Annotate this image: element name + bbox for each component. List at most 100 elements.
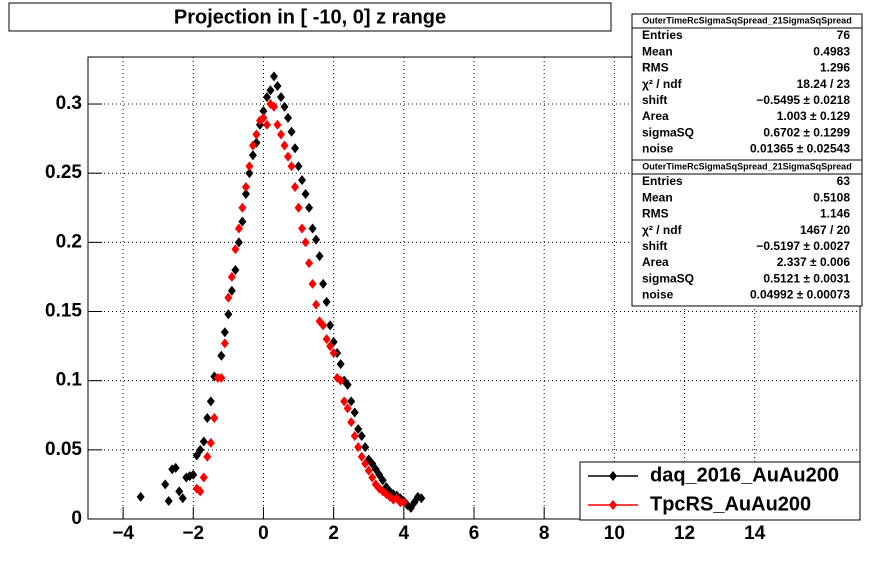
y-tick-label: 0 [71,508,82,529]
stats-label: Area [642,109,669,123]
marker [248,150,257,161]
stats-label: RMS [642,207,669,221]
marker [277,129,285,140]
x-tick-label: 2 [328,523,339,544]
marker [312,234,321,245]
marker [336,375,345,386]
marker [206,396,215,407]
marker [227,285,236,296]
marker [234,237,243,248]
stats-label: RMS [642,61,669,75]
stats-value: 0.5108 [813,190,850,204]
x-tick-label: −2 [182,523,204,544]
x-tick-label: 8 [539,523,550,544]
marker [241,188,250,199]
marker [354,424,363,435]
marker [322,334,331,345]
marker [238,202,247,213]
marker [291,143,300,154]
stats-value: −0.5495 ± 0.0218 [756,93,850,107]
title-box [8,2,612,32]
marker [241,182,250,193]
marker [322,296,331,307]
stats-value: 63 [837,174,851,188]
stats-label: noise [642,288,674,302]
marker [273,81,282,92]
marker [361,458,370,469]
marker [329,348,338,359]
marker [298,223,307,234]
stats-value: −0.5197 ± 0.0027 [756,239,850,253]
marker [298,175,307,186]
marker [284,151,293,162]
stats-value: 76 [837,28,851,42]
stats-title: OuterTimeRcSigmaSqSpread_21SigmaSqSpread [642,161,851,171]
marker [361,442,370,453]
marker [280,101,289,112]
marker [136,491,145,502]
marker [273,119,282,130]
marker [326,320,335,331]
x-tick-label: −4 [112,523,134,544]
marker [301,237,310,248]
x-tick-label: 10 [604,523,625,544]
y-tick-label: 0.1 [56,370,83,391]
x-tick-label: 4 [399,523,410,544]
marker [262,92,271,103]
marker [259,112,268,123]
stats-value: 0.01365 ± 0.02543 [750,142,850,156]
stats-label: Mean [642,44,673,58]
marker [224,309,233,320]
marker [312,299,321,310]
marker [189,469,198,480]
stats-value: 0.4983 [813,44,850,58]
stats-label: Mean [642,190,673,204]
marker [220,338,229,349]
marker [287,126,296,137]
marker [199,472,208,483]
marker [287,161,296,172]
stats-value: 0.5121 ± 0.0031 [763,271,850,285]
marker [319,320,328,331]
stats-box [631,13,863,161]
marker [199,436,208,447]
marker [399,497,408,508]
marker [175,486,184,497]
marker [217,350,226,361]
marker [284,112,293,123]
marker [340,396,349,407]
x-tick-label: 6 [469,523,480,544]
stats-label: sigmaSQ [642,271,694,285]
marker [368,472,377,483]
marker [248,140,257,151]
x-tick-label: 14 [744,523,766,544]
stats-label: Area [642,255,669,269]
marker [161,479,170,490]
stats-value: 1467 / 20 [800,223,850,237]
marker [238,216,247,227]
x-tick-label: 12 [674,523,695,544]
marker [196,444,205,455]
stats-label: noise [642,142,674,156]
stats-value: 1.146 [820,207,850,221]
marker [262,119,271,130]
marker [350,431,359,442]
marker [308,223,317,234]
legend-marker [609,471,617,481]
stats-title: OuterTimeRcSigmaSqSpread_21SigmaSqSpread [642,15,851,25]
stats-label: shift [642,239,667,253]
stats-value: 18.24 / 23 [797,77,851,91]
y-tick-label: 0.2 [56,231,82,252]
marker [252,129,261,140]
y-tick-label: 0.25 [45,162,82,183]
stats-label: sigmaSQ [642,125,694,139]
marker [305,202,314,213]
marker [227,271,236,282]
stats-box [631,159,863,307]
marker [269,101,278,112]
marker [259,105,268,116]
marker [178,493,187,504]
legend-marker [609,500,617,510]
stats-label: χ² / ndf [642,223,683,237]
marker [343,403,352,414]
